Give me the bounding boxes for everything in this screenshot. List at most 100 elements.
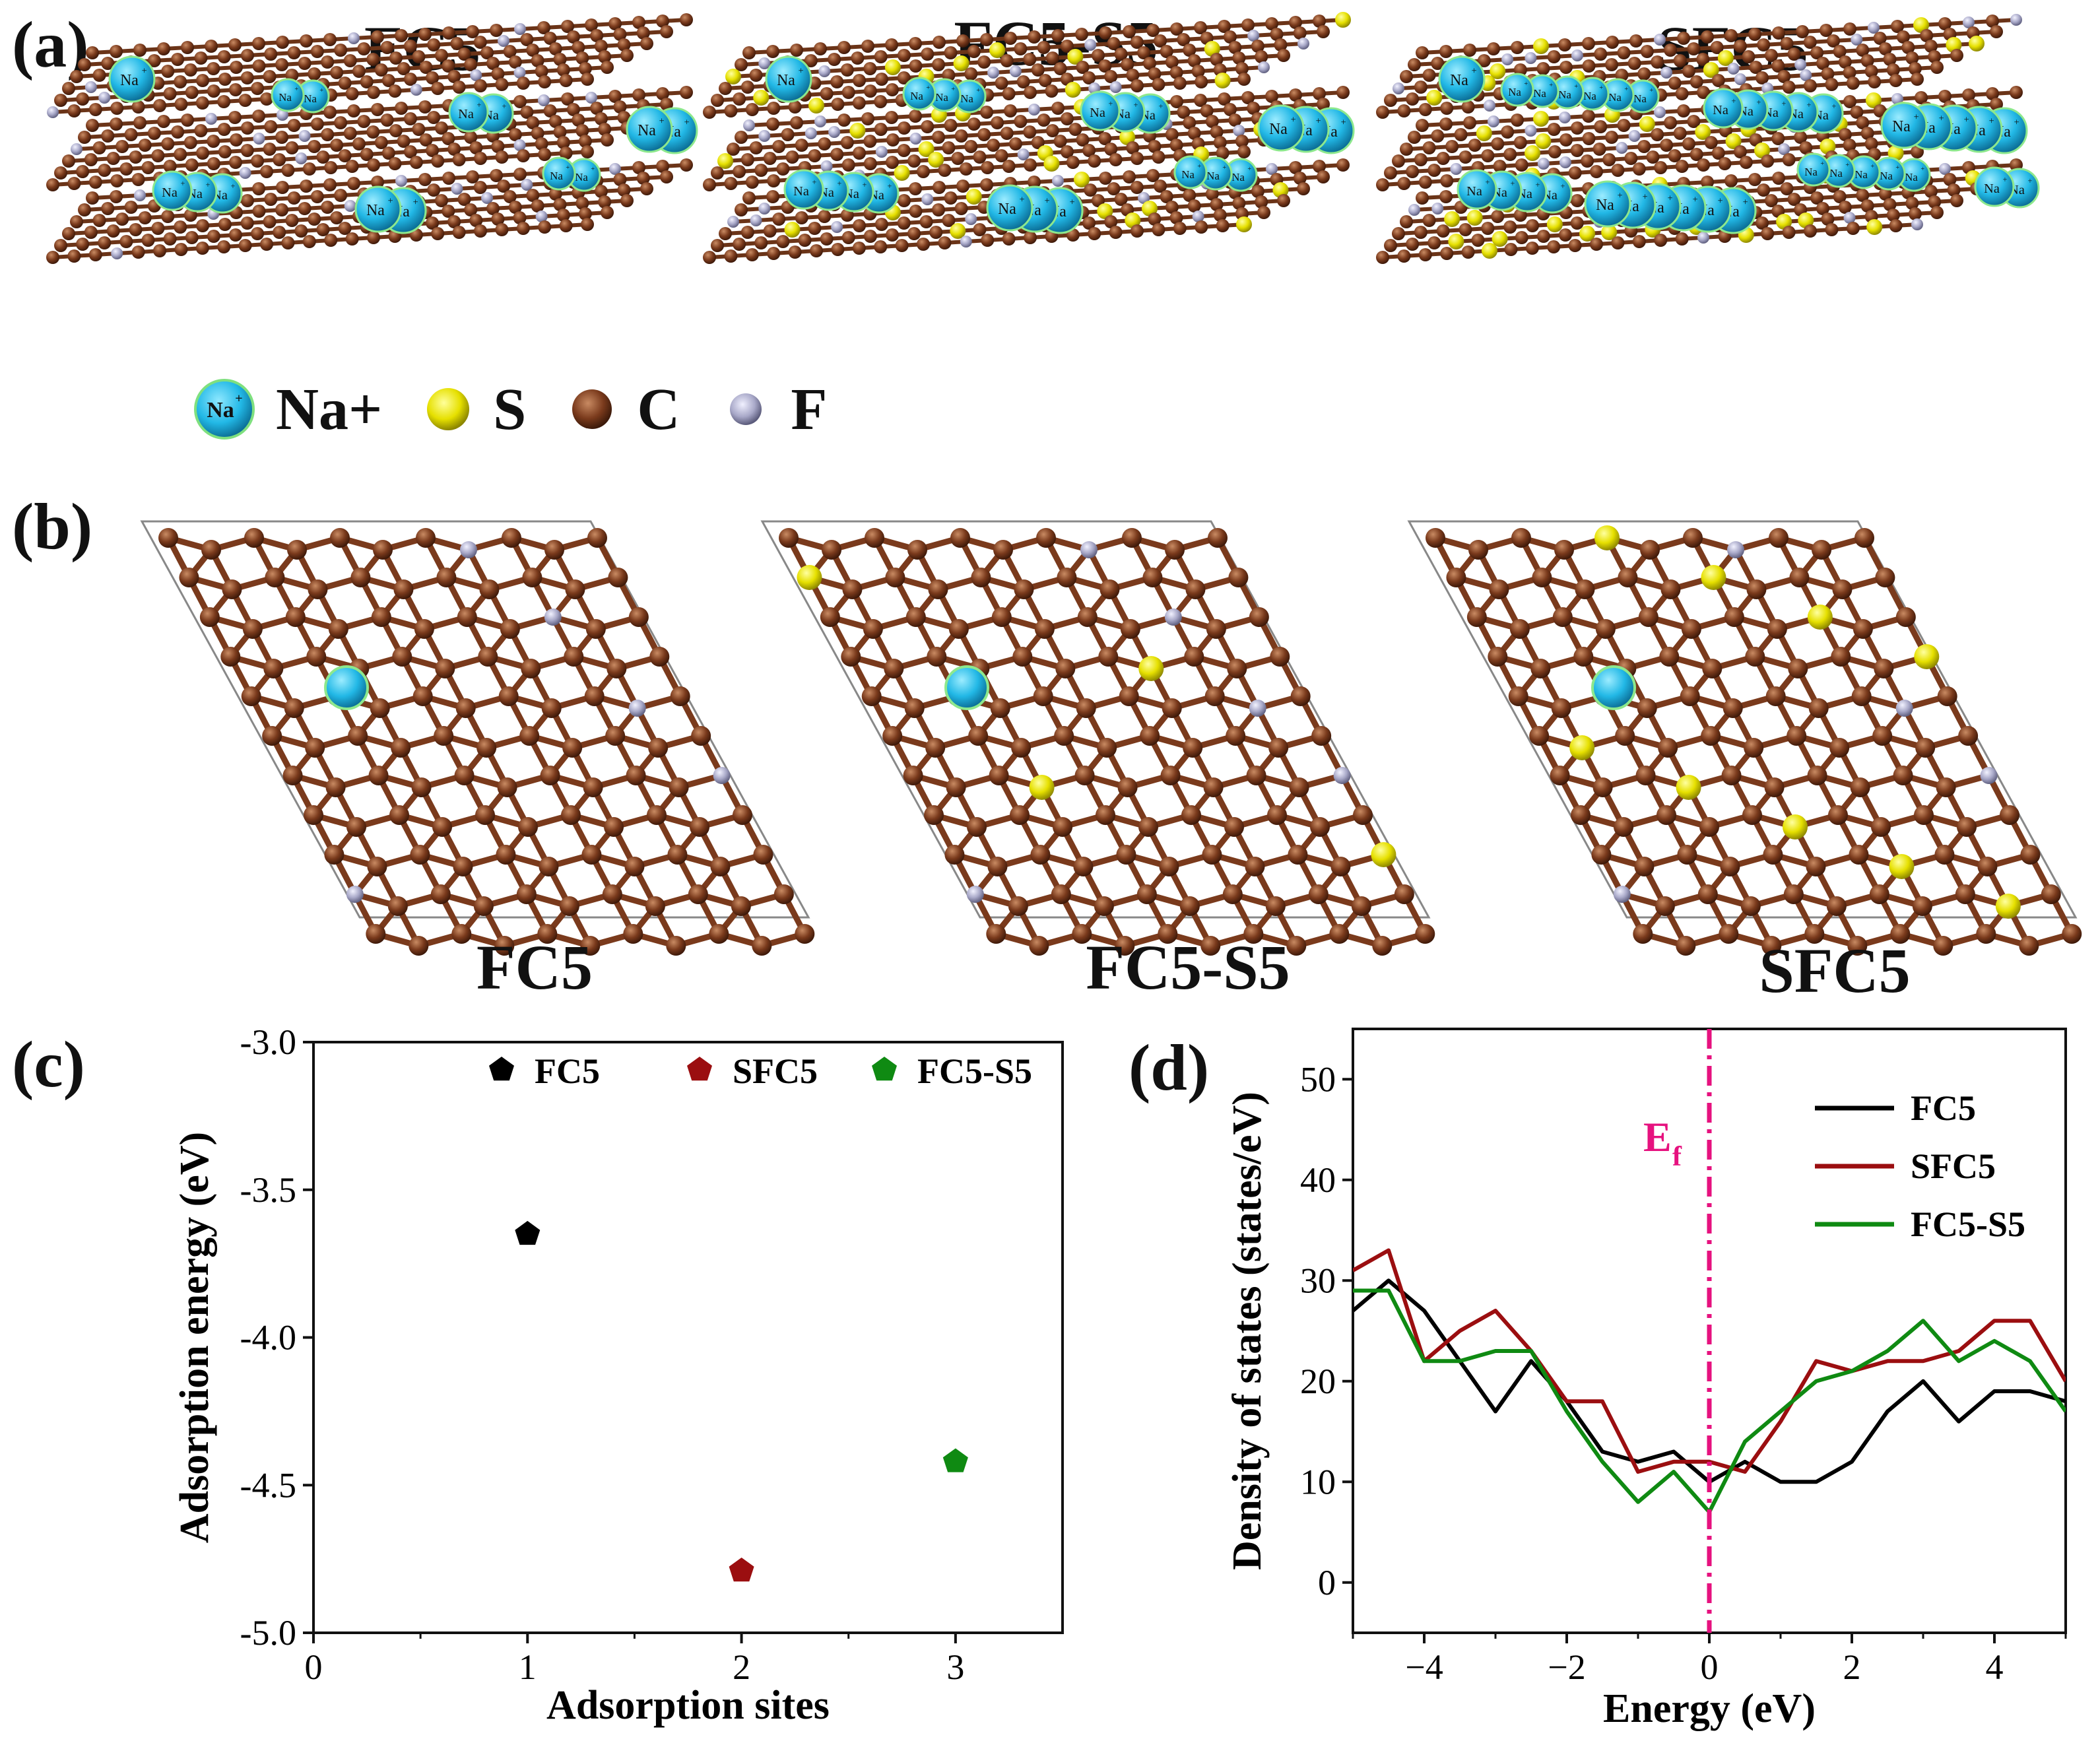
carbon-atom <box>790 44 803 57</box>
carbon-atom <box>324 161 338 174</box>
sulfur-atom <box>1783 814 1808 840</box>
carbon-atom <box>1183 738 1203 758</box>
carbon-atom <box>1228 41 1242 54</box>
panel-b-title-sfc5: SFC5 <box>1759 935 1911 1006</box>
na-ion: Na+ <box>1796 152 1831 187</box>
na-ion-charge: + <box>799 66 804 77</box>
carbon-atom <box>1675 160 1689 173</box>
carbon-atom <box>1187 127 1201 140</box>
carbon-atom <box>578 207 592 220</box>
carbon-atom <box>469 214 483 227</box>
layers-sfc5: Na+Na+Na+Na+Na+Na+Na+Na+Na+Na+Na+Na+Na+N… <box>1376 14 2040 264</box>
na-ion-sphere <box>902 77 936 111</box>
carbon-atom <box>1468 139 1482 152</box>
carbon-atom <box>559 74 573 87</box>
carbon-atom <box>1185 579 1206 599</box>
carbon-atom <box>932 131 946 144</box>
carbon-atom <box>1962 88 1975 102</box>
fluorine-atom <box>831 221 843 233</box>
carbon-atom <box>241 686 261 706</box>
carbon-atom <box>1690 75 1703 88</box>
na-ion-sphere <box>1880 102 1928 149</box>
carbon-atom <box>1142 568 1163 587</box>
carbon-atom <box>1654 161 1668 174</box>
carbon-atom <box>1152 223 1165 236</box>
carbon-atom <box>347 104 360 117</box>
carbon-atom <box>1504 243 1518 256</box>
carbon-atom <box>275 131 289 144</box>
carbon-atom <box>430 884 451 904</box>
carbon-atom <box>101 202 115 215</box>
c-legend-marker-sfc5 <box>687 1057 712 1081</box>
carbon-atom <box>1104 215 1118 228</box>
carbon-atom <box>1397 177 1411 190</box>
carbon-atom <box>1213 136 1227 149</box>
carbon-atom <box>92 69 106 82</box>
carbon-atom <box>1947 183 1961 197</box>
carbon-atom <box>367 231 380 244</box>
carbon-atom <box>1114 193 1128 206</box>
carbon-atom <box>1251 185 1264 198</box>
carbon-atom <box>1582 110 1595 123</box>
carbon-atom <box>217 240 231 253</box>
carbon-atom <box>897 144 911 157</box>
carbon-atom <box>228 38 242 51</box>
carbon-atom <box>1838 55 1852 69</box>
carbon-atom <box>656 15 669 28</box>
carbon-atom <box>954 129 968 143</box>
na-ion-charge: + <box>294 86 298 93</box>
carbon-atom <box>1008 896 1028 916</box>
sulfur-atom <box>1335 12 1351 28</box>
carbon-atom <box>951 152 965 165</box>
carbon-atom <box>287 540 307 560</box>
carbon-atom <box>781 128 795 141</box>
carbon-atom <box>1251 40 1264 53</box>
carbon-atom <box>1627 57 1641 70</box>
carbon-atom <box>264 48 278 61</box>
carbon-atom <box>138 211 152 224</box>
na-ion: Na+ <box>783 169 824 210</box>
carbon-atom <box>1012 647 1033 667</box>
na-ion-charge: + <box>1291 115 1296 125</box>
carbon-atom <box>1436 224 1450 238</box>
fluorine-atom <box>513 67 526 79</box>
carbon-atom <box>1860 127 1874 140</box>
carbon-atom <box>617 111 631 124</box>
carbon-atom <box>1503 148 1517 161</box>
carbon-atom <box>1226 726 1246 746</box>
carbon-atom <box>1330 857 1351 876</box>
na-ion-charge: + <box>1159 102 1164 111</box>
carbon-atom <box>1179 896 1200 916</box>
carbon-atom <box>1094 896 1114 916</box>
fluorine-atom <box>1028 104 1040 115</box>
sulfur-atom <box>1490 63 1506 79</box>
carbon-atom <box>598 195 612 209</box>
fluorine-atom <box>921 193 934 205</box>
carbon-atom <box>874 218 888 231</box>
na-ion-charge: + <box>1574 83 1578 90</box>
carbon-atom <box>409 936 429 956</box>
carbon-atom <box>1446 568 1466 587</box>
carbon-atom <box>1427 164 1441 177</box>
carbon-atom <box>1028 30 1041 44</box>
carbon-atom <box>1878 42 1892 55</box>
carbon-atom <box>841 86 855 99</box>
d-x-tick-label: 2 <box>1843 1647 1861 1687</box>
na-ion: Na+ <box>1500 73 1534 107</box>
carbon-atom <box>1131 79 1144 92</box>
sulfur-atom <box>953 55 969 71</box>
carbon-atom <box>345 87 359 100</box>
sulfur-atom <box>989 42 1006 58</box>
carbon-atom <box>526 116 540 129</box>
carbon-atom <box>447 70 461 83</box>
carbon-atom <box>1109 153 1123 166</box>
carbon-atom <box>151 149 165 162</box>
carbon-atom <box>1310 817 1330 837</box>
na-ion-charge: + <box>1920 166 1924 173</box>
carbon-atom <box>977 128 991 141</box>
carbon-atom <box>1808 698 1829 718</box>
carbon-atom <box>1570 194 1584 207</box>
na-ion: Na+ <box>986 184 1034 232</box>
carbon-atom <box>841 158 855 172</box>
legend-f: F <box>719 376 827 444</box>
